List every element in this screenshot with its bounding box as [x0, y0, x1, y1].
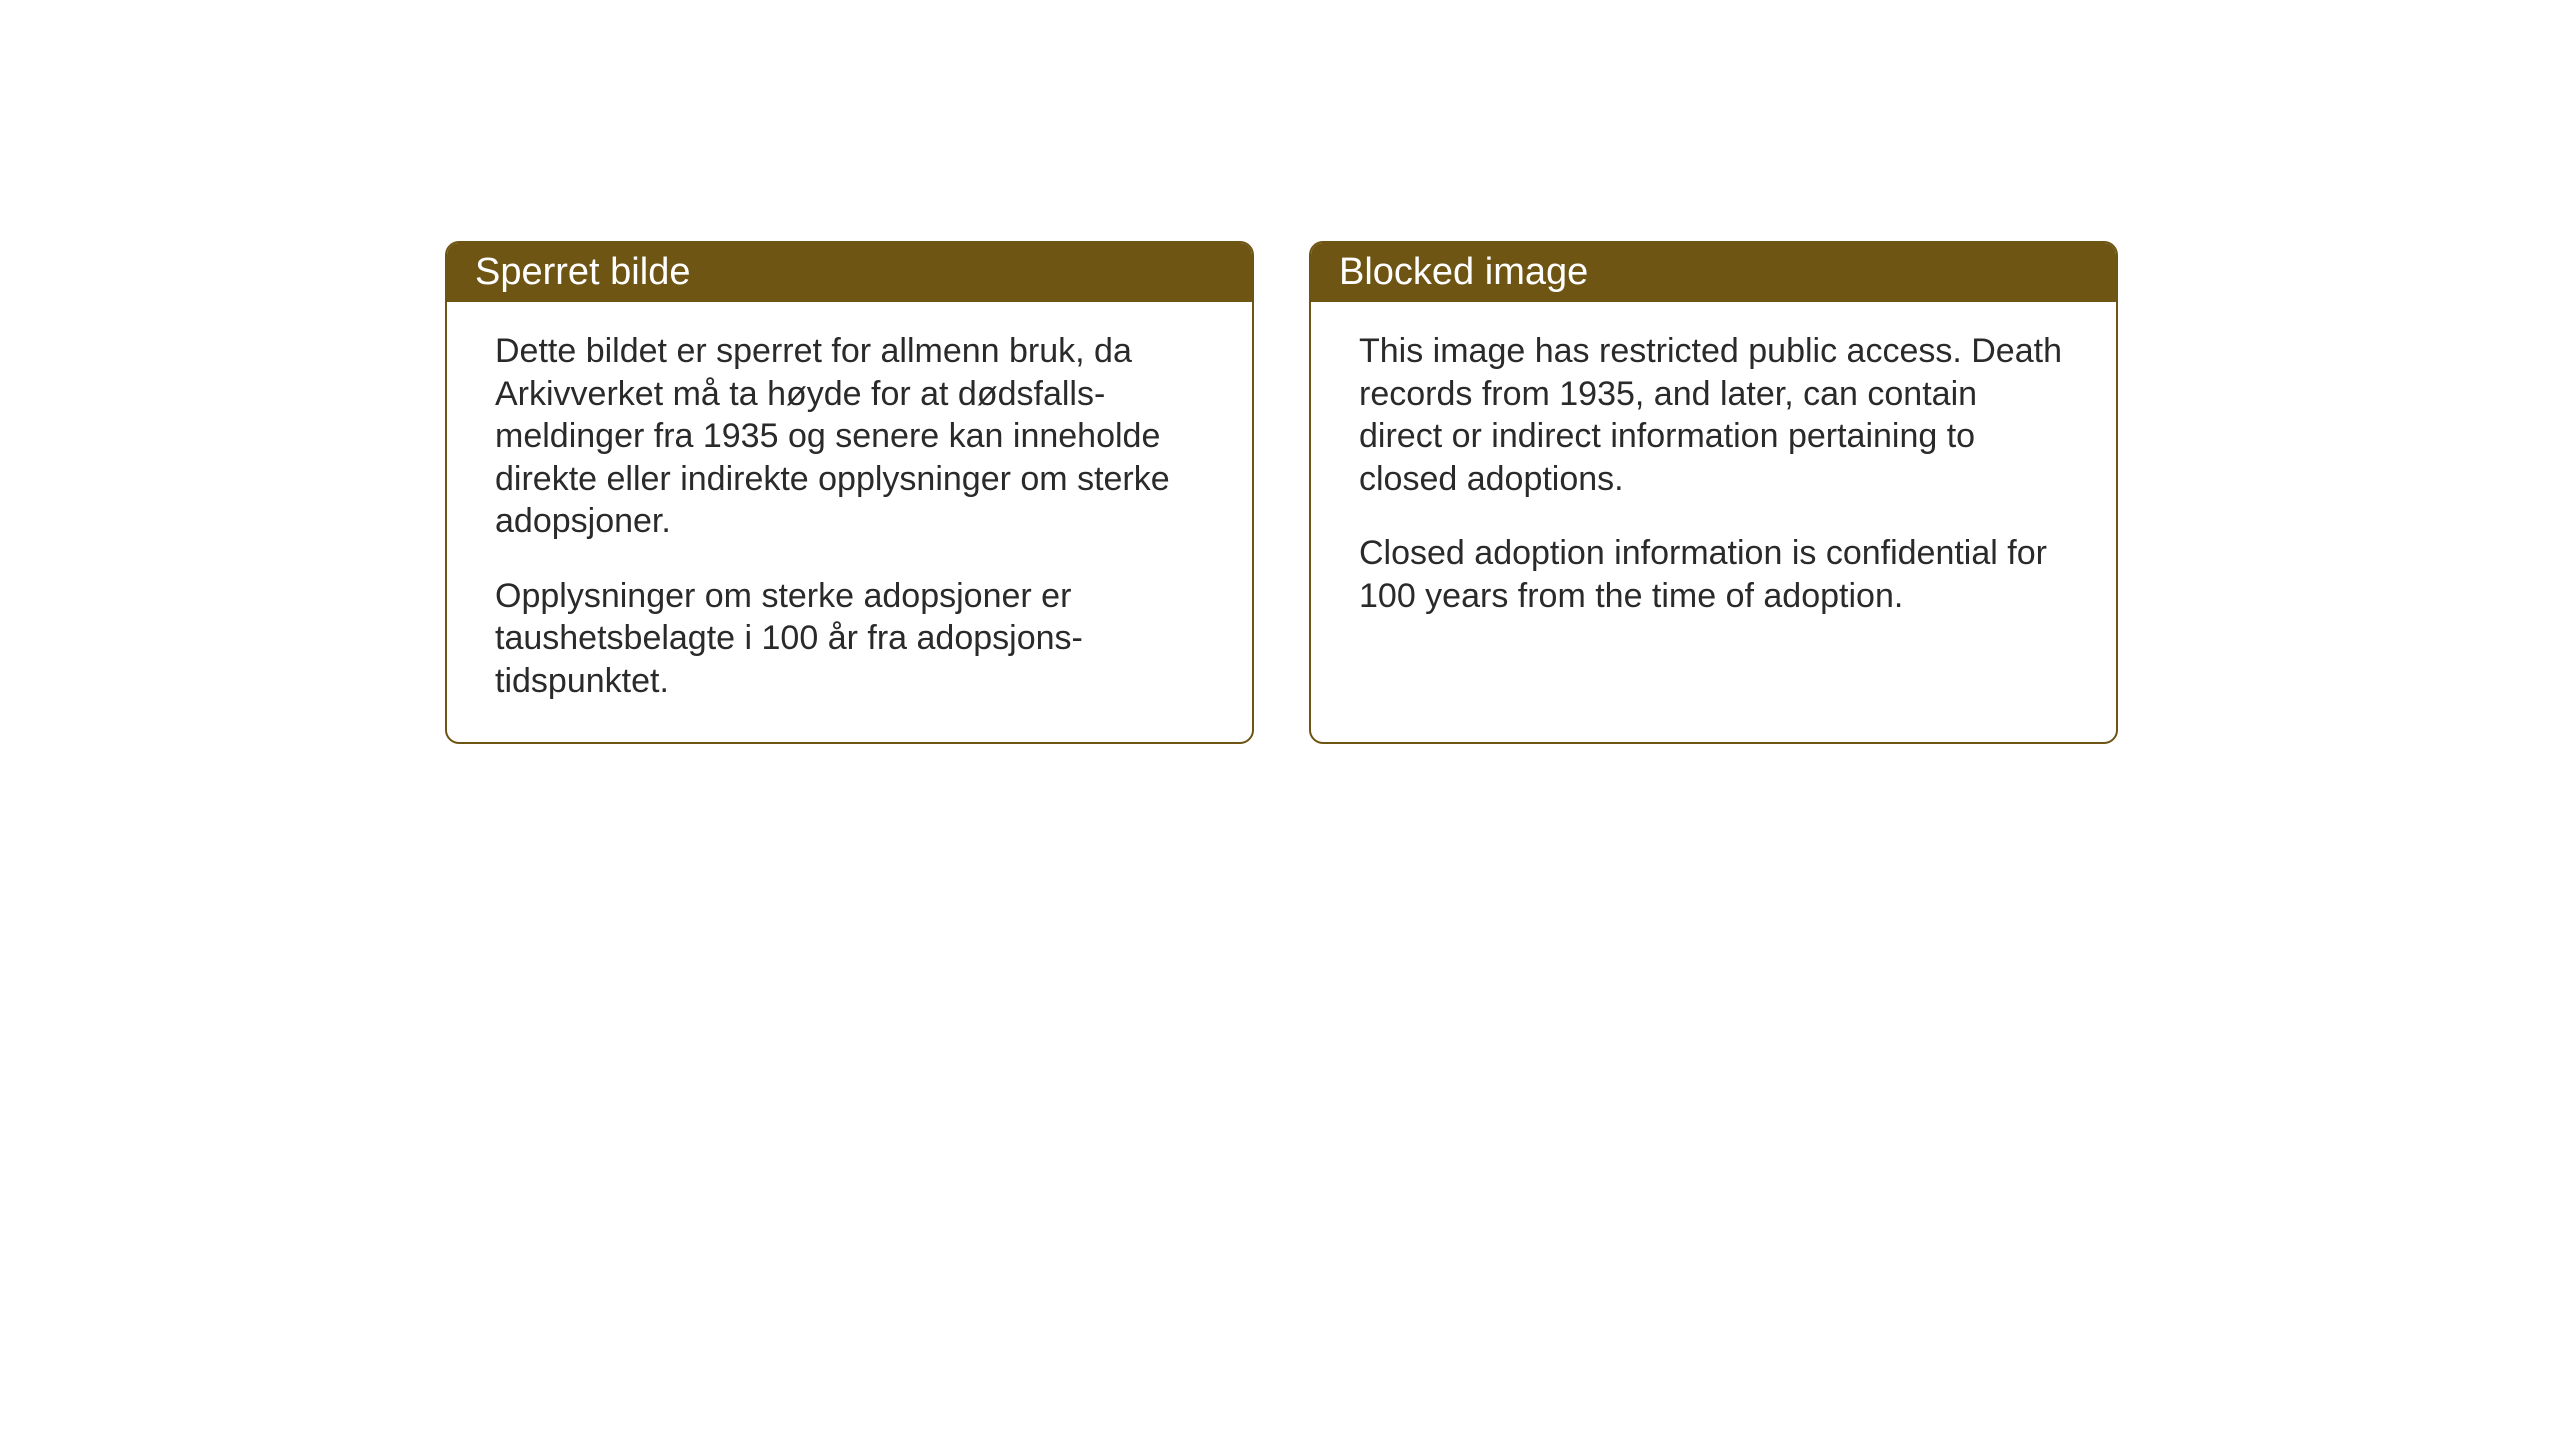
card-body: Dette bildet er sperret for allmenn bruk… — [447, 302, 1252, 742]
card-paragraph: This image has restricted public access.… — [1359, 330, 2068, 500]
notice-container: Sperret bilde Dette bildet er sperret fo… — [445, 241, 2118, 744]
card-header: Blocked image — [1311, 243, 2116, 302]
card-paragraph: Closed adoption information is confident… — [1359, 532, 2068, 617]
notice-card-english: Blocked image This image has restricted … — [1309, 241, 2118, 744]
card-title: Blocked image — [1339, 251, 1588, 293]
card-paragraph: Dette bildet er sperret for allmenn bruk… — [495, 330, 1204, 543]
card-header: Sperret bilde — [447, 243, 1252, 302]
card-paragraph: Opplysninger om sterke adopsjoner er tau… — [495, 575, 1204, 703]
card-title: Sperret bilde — [475, 251, 690, 293]
notice-card-norwegian: Sperret bilde Dette bildet er sperret fo… — [445, 241, 1254, 744]
card-body: This image has restricted public access.… — [1311, 302, 2116, 657]
